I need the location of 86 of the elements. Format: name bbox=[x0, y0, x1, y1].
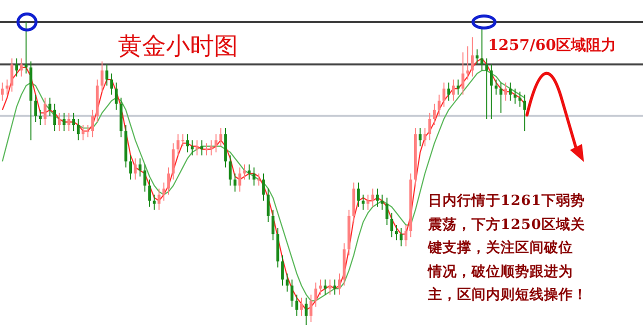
candlestick bbox=[243, 164, 246, 180]
candlestick bbox=[190, 140, 194, 156]
candlestick bbox=[148, 179, 151, 208]
candlestick bbox=[91, 109, 94, 138]
candlestick bbox=[257, 173, 260, 186]
candlestick bbox=[48, 97, 52, 116]
candlestick bbox=[310, 294, 312, 322]
candlestick bbox=[480, 28, 484, 71]
candlestick bbox=[252, 166, 256, 186]
candlestick bbox=[24, 22, 28, 74]
candlestick bbox=[281, 254, 284, 286]
candlestick bbox=[200, 140, 204, 156]
candlestick bbox=[196, 140, 198, 156]
candlestick bbox=[62, 112, 66, 132]
candlestick bbox=[485, 58, 488, 120]
candlestick bbox=[424, 128, 426, 147]
candlestick bbox=[138, 158, 142, 178]
candlestick bbox=[214, 134, 218, 153]
candlestick bbox=[205, 142, 208, 156]
candlestick bbox=[10, 58, 14, 92]
candlestick bbox=[234, 173, 236, 192]
candlestick bbox=[494, 79, 498, 96]
text: 黄金小时图 bbox=[118, 33, 238, 62]
candlestick bbox=[76, 118, 80, 141]
candlestick bbox=[461, 52, 464, 96]
candlestick bbox=[514, 88, 517, 104]
candlestick bbox=[72, 112, 76, 132]
candlestick bbox=[100, 60, 104, 92]
candlestick bbox=[210, 140, 213, 156]
candlestick bbox=[272, 209, 274, 241]
candlestick bbox=[442, 82, 446, 108]
candlestick bbox=[432, 103, 436, 126]
candlestick bbox=[167, 166, 170, 196]
candlestick bbox=[395, 224, 398, 241]
candlestick bbox=[338, 272, 341, 296]
candlestick bbox=[290, 279, 294, 308]
candlestick bbox=[456, 79, 460, 96]
candlestick bbox=[428, 112, 432, 141]
candlestick bbox=[110, 73, 113, 96]
candlestick bbox=[357, 182, 360, 208]
candlestick bbox=[181, 134, 184, 147]
candlestick bbox=[15, 58, 18, 78]
candlestick bbox=[86, 124, 90, 138]
candlestick bbox=[447, 82, 450, 102]
candlestick bbox=[38, 109, 42, 126]
candlestick bbox=[504, 82, 508, 102]
candlestick bbox=[319, 279, 322, 296]
candlestick bbox=[490, 64, 493, 120]
candlestick bbox=[34, 94, 38, 122]
candlestick bbox=[53, 103, 56, 132]
candlestick bbox=[114, 82, 118, 110]
candlestick bbox=[186, 134, 189, 153]
candlestick bbox=[158, 188, 160, 210]
candlestick bbox=[0, 82, 4, 102]
candlestick bbox=[82, 124, 85, 141]
annotation: 1257/60区域阻力 bbox=[488, 36, 616, 55]
annotation: 情况，破位顺势跟进为 bbox=[428, 262, 573, 280]
candlestick bbox=[438, 94, 441, 116]
candlestick bbox=[404, 224, 408, 247]
candlestick bbox=[300, 297, 303, 316]
candlestick bbox=[466, 46, 470, 80]
candlestick bbox=[376, 188, 379, 208]
candlestick bbox=[371, 188, 374, 208]
candlestick bbox=[262, 173, 265, 202]
candlestick bbox=[6, 79, 9, 96]
candlestick bbox=[314, 282, 318, 308]
candlestick bbox=[129, 154, 132, 180]
annotation: 日内行情于1261下弱势 bbox=[428, 192, 585, 210]
candlestick bbox=[328, 279, 332, 296]
annotation: 键支撑，关注区间破位 bbox=[428, 239, 573, 257]
annotation: 震荡，下方1250区域关 bbox=[428, 216, 585, 234]
candlestick bbox=[176, 134, 180, 156]
candlestick bbox=[44, 97, 47, 126]
candlestick bbox=[470, 36, 474, 78]
candlestick bbox=[518, 91, 522, 108]
candlestick bbox=[386, 197, 388, 226]
candlestick bbox=[58, 112, 61, 132]
candlestick bbox=[366, 194, 370, 210]
candlestick bbox=[67, 112, 70, 132]
candlestick bbox=[476, 48, 479, 65]
annotation: 主，区间内则短线操作！ bbox=[428, 286, 588, 304]
candlestick bbox=[508, 82, 512, 102]
candlestick bbox=[452, 79, 455, 102]
candlestick bbox=[20, 58, 23, 78]
candlestick bbox=[523, 94, 526, 132]
candlestick bbox=[499, 82, 502, 114]
